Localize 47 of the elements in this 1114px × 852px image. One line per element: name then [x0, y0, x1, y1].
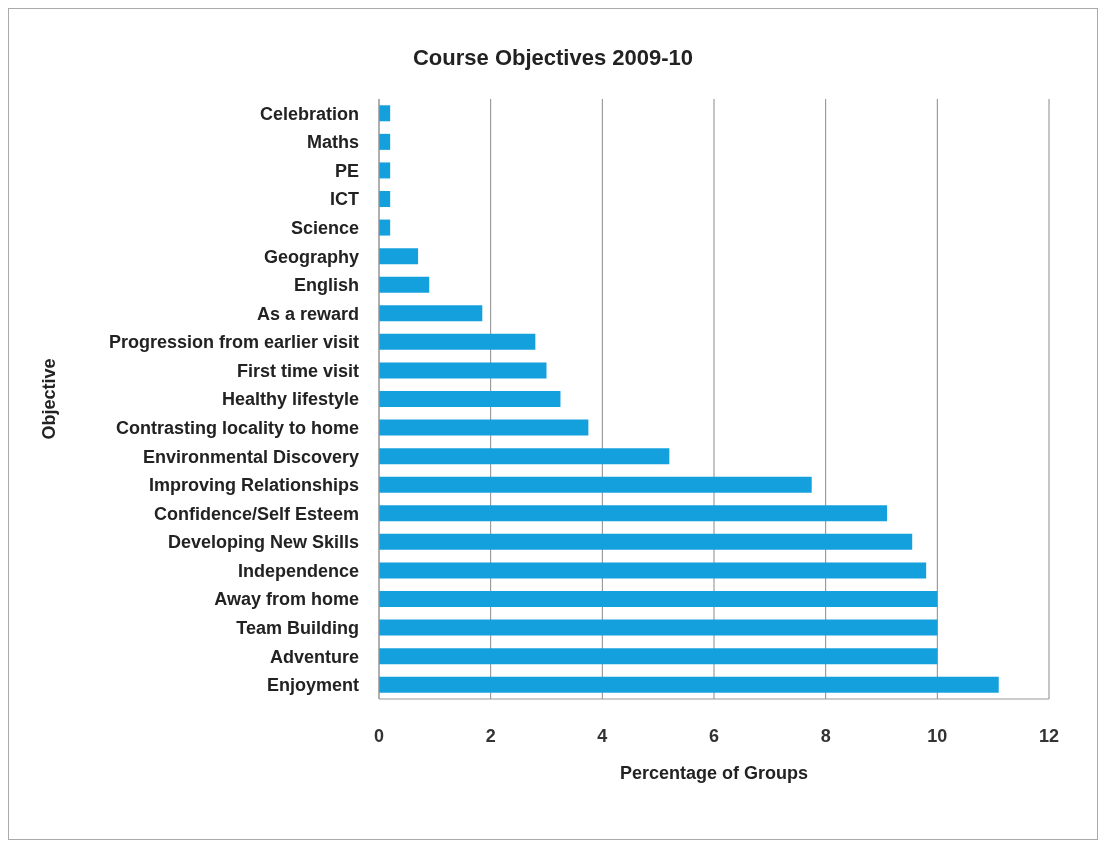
bar [379, 448, 670, 465]
bar [379, 676, 999, 693]
y-tick-label: Celebration [259, 103, 359, 124]
bar [379, 276, 430, 293]
x-tick-label: 12 [1038, 725, 1060, 746]
x-tick-label: 10 [927, 725, 948, 746]
bar [379, 362, 547, 379]
bar [379, 619, 938, 636]
bar [379, 305, 483, 322]
y-tick-label: As a reward [256, 303, 359, 324]
y-tick-label: Science [290, 217, 359, 238]
bar [379, 648, 938, 665]
x-axis-title: Percentage of Groups [619, 763, 809, 783]
y-tick-label: Enjoyment [266, 675, 359, 696]
y-tick-label: Environmental Discovery [142, 446, 359, 467]
y-tick-label: English [293, 275, 359, 296]
y-tick-label: First time visit [236, 360, 359, 381]
bar [379, 505, 888, 522]
bar [379, 591, 938, 607]
bar [379, 533, 913, 550]
chart-title: Course Objectives 2009-10 [411, 44, 694, 72]
bar [379, 419, 589, 436]
y-axis-title: Objective [39, 358, 60, 440]
y-tick-label: Contrasting locality to home [115, 417, 359, 438]
x-tick-label: 0 [373, 725, 385, 746]
y-tick-label: Improving Relationships [148, 475, 359, 496]
y-tick-label: Confidence/Self Esteem [153, 503, 359, 524]
y-tick-label: Independence [237, 560, 359, 581]
y-tick-label: Maths [306, 132, 359, 153]
bar [379, 248, 419, 265]
x-tick-label: 6 [708, 725, 720, 746]
bar [379, 562, 927, 579]
x-tick-label: 8 [820, 725, 831, 746]
x-tick-label: 4 [597, 725, 608, 746]
y-tick-label: Adventure [269, 646, 359, 667]
y-tick-label: Healthy lifestyle [221, 389, 359, 410]
y-tick-label: Geography [263, 246, 359, 267]
x-tick-label: 2 [485, 725, 496, 746]
y-tick-label: Team Building [236, 617, 359, 638]
y-tick-label: ICT [330, 189, 359, 210]
y-tick-label: Away from home [214, 589, 359, 610]
y-tick-label: PE [334, 160, 359, 181]
bar [379, 333, 536, 350]
y-tick-label: Developing New Skills [167, 532, 359, 553]
bar [379, 391, 561, 407]
y-tick-label: Progression from earlier visit [108, 332, 359, 353]
bar [379, 476, 812, 493]
